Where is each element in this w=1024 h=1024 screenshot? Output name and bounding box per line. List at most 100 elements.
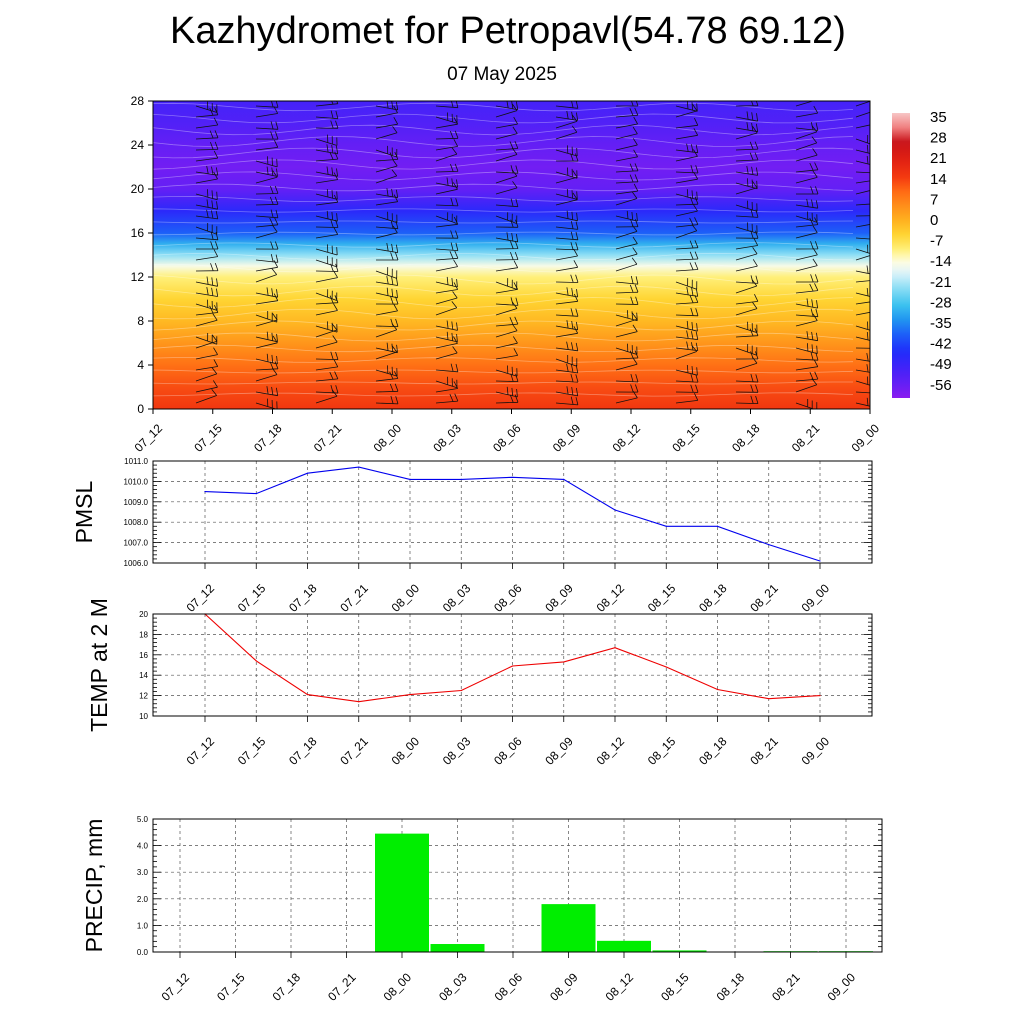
- wind-barb: [555, 241, 579, 251]
- precip-bar: [430, 944, 485, 952]
- wind-barb: [195, 231, 219, 241]
- wind-barb: [255, 241, 279, 250]
- wind-barb: [795, 352, 819, 361]
- wind-barb: [976, 123, 997, 133]
- isoline: [153, 231, 854, 236]
- wind-barb: [315, 166, 338, 177]
- wind-barb: [615, 107, 639, 118]
- wind-barb: [735, 200, 758, 212]
- wind-barb: [615, 174, 639, 184]
- wind-barb: [855, 397, 870, 407]
- wind-barb: [435, 393, 459, 404]
- wind-barb: [195, 189, 218, 201]
- wind-barb: [315, 144, 339, 155]
- isoline: [153, 274, 854, 285]
- wind-barb: [435, 363, 459, 373]
- wind-barb: [675, 204, 698, 217]
- wind-barb: [375, 225, 398, 239]
- wind-barb: [435, 301, 458, 316]
- wind-barb: [795, 148, 818, 162]
- heatmap-xtick-label: 08_09: [550, 421, 584, 455]
- wind-barb: [375, 243, 399, 253]
- xtick-label: 08_12: [594, 581, 628, 615]
- xtick-label: 08_21: [747, 734, 781, 768]
- wind-barb: [555, 248, 578, 261]
- wind-barb: [495, 116, 518, 129]
- wind-barb: [315, 255, 338, 268]
- wind-barb: [615, 373, 639, 383]
- wind-barb: [735, 238, 759, 250]
- wind-barb: [615, 312, 638, 327]
- wind-barb: [555, 167, 578, 179]
- wind-barb: [315, 371, 339, 382]
- wind-barb: [315, 270, 338, 283]
- wind-barb: [795, 313, 818, 327]
- wind-barb: [195, 165, 219, 176]
- ytick-label: 5.0: [137, 815, 149, 824]
- wind-barb: [195, 287, 219, 297]
- wind-barb: [375, 169, 398, 184]
- wind-barb: [375, 101, 399, 111]
- wind-barb: [555, 221, 579, 230]
- temp-panel-ylabel: TEMP at 2 M: [86, 598, 112, 732]
- xtick-label: 09_00: [825, 970, 859, 1004]
- wind-barb: [315, 244, 338, 256]
- xtick-label: 08_18: [696, 581, 730, 615]
- wind-barb: [855, 301, 870, 305]
- wind-barb: [916, 98, 938, 106]
- wind-barb: [675, 341, 699, 351]
- wind-barb: [435, 112, 458, 124]
- isoline: [153, 242, 854, 248]
- xtick-label: 08_18: [714, 970, 748, 1004]
- xtick-label: 07_15: [214, 970, 248, 1004]
- wind-barb: [495, 348, 519, 360]
- wind-barb: [435, 139, 459, 151]
- wind-barb: [735, 222, 758, 234]
- wind-barb: [855, 171, 870, 174]
- wind-barb: [195, 276, 218, 287]
- wind-barb: [195, 334, 218, 349]
- xtick-label: 08_03: [440, 581, 474, 615]
- xtick-label: 08_06: [491, 581, 525, 615]
- xtick-label: 07_21: [337, 734, 371, 768]
- isolines: [153, 102, 854, 397]
- heatmap-ytick-label: 0: [137, 402, 144, 416]
- wind-barb: [735, 101, 759, 107]
- wind-barb: [495, 251, 519, 261]
- wind-barb: [855, 321, 870, 331]
- wind-barb: [495, 323, 518, 338]
- colorbar-label: 35: [930, 109, 947, 126]
- wind-barb: [495, 165, 519, 174]
- ytick-label: 1008.0: [124, 518, 149, 527]
- wind-barb: [675, 278, 698, 290]
- wind-barb: [735, 247, 758, 261]
- heatmap-xtick-label: 08_21: [789, 421, 823, 455]
- wind-barb: [315, 321, 338, 333]
- wind-barb: [855, 111, 870, 118]
- ytick-label: 1007.0: [124, 539, 149, 548]
- isoline: [153, 344, 854, 353]
- wind-barb: [435, 291, 458, 305]
- heatmap-ytick-label: 12: [131, 270, 145, 284]
- wind-barb: [976, 370, 998, 382]
- wind-barb: [375, 345, 398, 360]
- xtick-label: 07_15: [235, 581, 269, 615]
- wind-barb: [255, 361, 279, 371]
- wind-barb: [555, 386, 579, 397]
- wind-barb: [735, 328, 759, 338]
- wind-barb: [615, 257, 638, 272]
- wind-barb: [675, 240, 699, 250]
- wind-barb: [675, 374, 699, 383]
- data-point: [768, 544, 770, 546]
- wind-barb: [255, 166, 278, 177]
- wind-barb: [555, 320, 579, 331]
- wind-barb: [615, 163, 639, 173]
- isoline: [153, 252, 854, 261]
- wind-barb: [976, 223, 997, 234]
- ytick-label: 1010.0: [124, 477, 149, 486]
- wind-barb: [855, 353, 870, 362]
- wind-barb: [375, 159, 398, 173]
- isoline: [153, 102, 854, 112]
- data-point: [255, 660, 257, 662]
